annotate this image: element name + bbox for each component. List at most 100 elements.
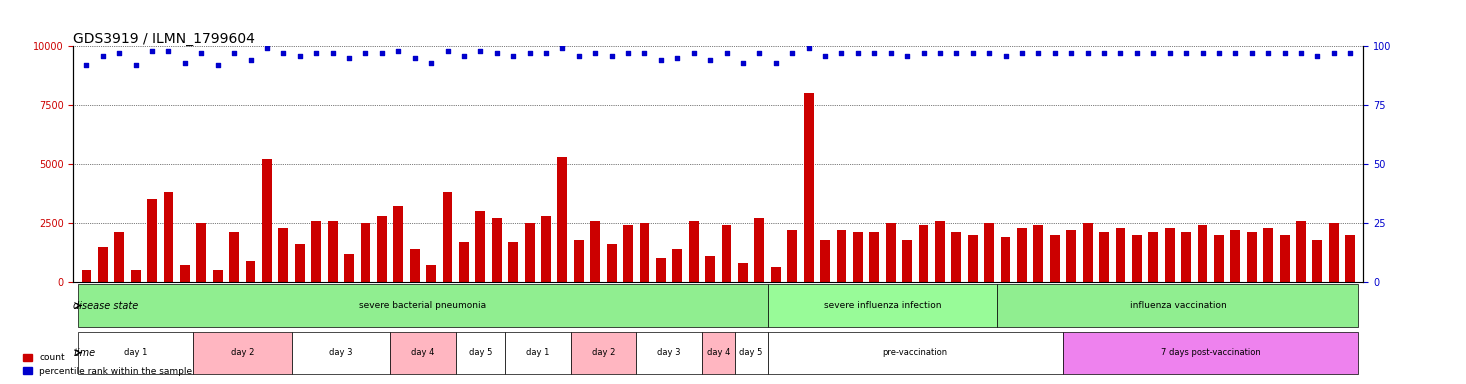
Bar [689,221,699,282]
Bar [853,232,863,282]
Point [616,50,639,56]
Bar [607,244,617,282]
Bar [377,216,387,282]
Bar [639,223,649,282]
Text: day 4: day 4 [412,348,434,357]
Bar [279,228,289,282]
FancyBboxPatch shape [636,331,702,374]
Point [387,48,410,54]
Bar [114,232,125,282]
Bar [246,261,255,282]
Point [107,50,130,56]
Point [1256,50,1280,56]
Bar [525,223,535,282]
Point [830,50,853,56]
Bar [82,270,91,282]
Point [517,50,541,56]
Bar [885,223,896,282]
Bar [229,232,239,282]
Point [1026,50,1050,56]
Point [715,50,739,56]
Point [1076,50,1100,56]
FancyBboxPatch shape [194,331,292,374]
Point [469,48,493,54]
Bar [98,247,108,282]
Bar [803,93,814,282]
Point [682,50,705,56]
Point [435,48,459,54]
Point [1010,50,1034,56]
Point [846,50,869,56]
Bar [869,232,880,282]
Bar [984,223,994,282]
Bar [1264,228,1272,282]
FancyBboxPatch shape [702,331,734,374]
Bar [262,159,271,282]
Bar [459,242,469,282]
Point [353,50,377,56]
Text: influenza vaccination: influenza vaccination [1129,301,1226,310]
Text: day 3: day 3 [657,348,680,357]
Text: pre-vaccination: pre-vaccination [883,348,949,357]
Text: day 2: day 2 [230,348,254,357]
Point [1060,50,1083,56]
Point [534,50,557,56]
Point [912,50,935,56]
Point [1124,50,1148,56]
Point [1044,50,1067,56]
Bar [573,240,583,282]
Point [321,50,345,56]
Point [748,50,771,56]
FancyBboxPatch shape [768,331,1063,374]
Bar [393,207,403,282]
Point [239,57,262,63]
Bar [755,218,764,282]
Bar [919,225,928,282]
Point [551,45,575,51]
FancyBboxPatch shape [734,331,768,374]
FancyBboxPatch shape [997,284,1359,327]
Point [91,53,114,59]
Bar [180,265,189,282]
Bar [410,249,419,282]
Bar [623,225,633,282]
Point [896,53,919,59]
Bar [1312,240,1322,282]
Bar [1182,232,1190,282]
Point [1142,50,1165,56]
Point [207,62,230,68]
Bar [673,249,682,282]
Text: day 1: day 1 [125,348,148,357]
Bar [345,254,353,282]
FancyBboxPatch shape [570,331,636,374]
Point [698,57,721,63]
Text: 7 days post-vaccination: 7 days post-vaccination [1161,348,1261,357]
Bar [1296,221,1306,282]
Bar [1346,235,1355,282]
Point [1174,50,1198,56]
Bar [164,192,173,282]
Point [862,50,885,56]
Point [583,50,607,56]
Point [337,55,361,61]
Text: day 2: day 2 [592,348,616,357]
Point [944,50,968,56]
Point [1289,50,1312,56]
Point [173,60,196,66]
Point [780,50,803,56]
Point [1108,50,1132,56]
Bar [819,240,830,282]
Bar [771,266,781,282]
Point [732,60,755,66]
Bar [1132,235,1142,282]
FancyBboxPatch shape [504,331,570,374]
Point [419,60,443,66]
Point [403,55,427,61]
Point [1240,50,1264,56]
Point [1190,50,1214,56]
Bar [361,223,371,282]
Bar [311,221,321,282]
Point [649,57,673,63]
Text: day 1: day 1 [526,348,550,357]
Bar [705,256,715,282]
